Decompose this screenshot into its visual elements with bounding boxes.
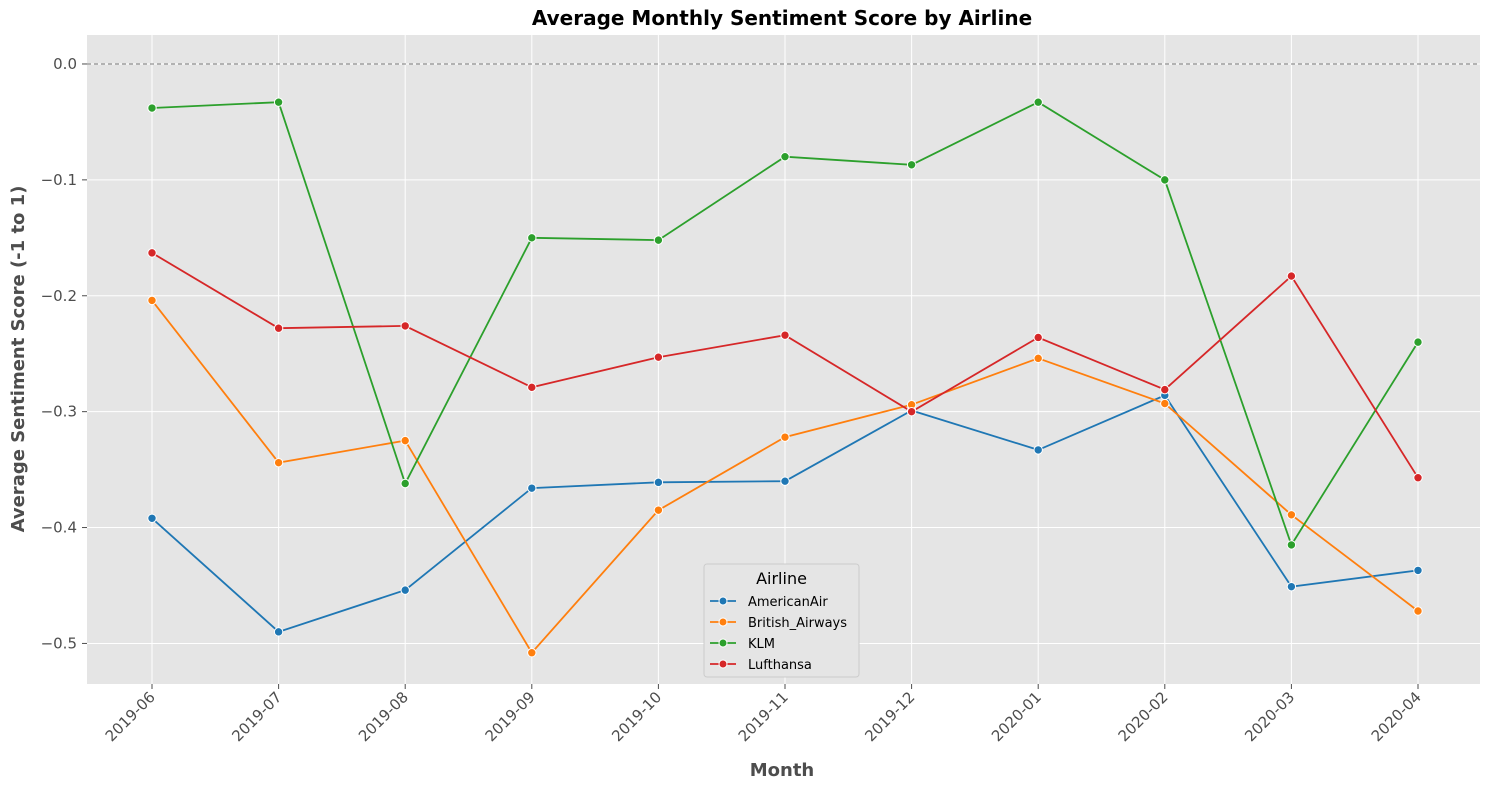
data-point-british-airways bbox=[527, 648, 537, 658]
data-point-americanair bbox=[400, 585, 410, 595]
data-point-british-airways bbox=[653, 505, 664, 515]
data-point-klm bbox=[400, 478, 410, 489]
data-point-british-airways bbox=[1160, 398, 1170, 409]
data-point-lufthansa bbox=[780, 330, 790, 340]
data-point-klm bbox=[147, 103, 157, 113]
data-point-british-airways bbox=[147, 295, 157, 306]
x-tick-label: 2019-08 bbox=[355, 688, 412, 745]
data-point-lufthansa bbox=[147, 248, 157, 258]
y-tick-label: −0.5 bbox=[41, 634, 77, 652]
x-axis-label: Month bbox=[750, 760, 815, 781]
data-point-klm bbox=[1033, 97, 1043, 107]
x-tick-label: 2020-02 bbox=[1115, 688, 1172, 745]
data-point-lufthansa bbox=[273, 323, 284, 333]
legend-swatch-marker bbox=[718, 638, 728, 648]
x-tick-label: 2019-09 bbox=[482, 688, 539, 745]
data-point-british-airways bbox=[1033, 353, 1043, 364]
data-point-british-airways bbox=[780, 432, 790, 442]
x-tick-label: 2019-07 bbox=[228, 688, 285, 745]
data-point-lufthansa bbox=[1286, 271, 1297, 281]
legend-swatch-marker bbox=[718, 617, 728, 627]
y-tick-label: 0.0 bbox=[53, 55, 77, 73]
data-point-americanair bbox=[147, 513, 157, 523]
data-point-klm bbox=[273, 97, 284, 107]
data-point-lufthansa bbox=[1033, 332, 1043, 343]
data-point-americanair bbox=[653, 477, 664, 488]
y-tick-label: −0.1 bbox=[41, 171, 77, 189]
legend-entry: AmericanAir bbox=[748, 595, 828, 610]
data-point-americanair bbox=[527, 483, 537, 493]
data-point-americanair bbox=[1286, 581, 1297, 592]
legend-swatch-marker bbox=[718, 596, 728, 606]
data-point-klm bbox=[527, 233, 537, 243]
x-tick-label: 2020-04 bbox=[1368, 688, 1425, 745]
chart-title: Average Monthly Sentiment Score by Airli… bbox=[532, 6, 1032, 30]
x-tick-label: 2019-10 bbox=[608, 688, 665, 745]
y-axis-ticks: 0.0 −0.1 −0.2 −0.3 −0.4 −0.5 bbox=[41, 55, 87, 652]
x-tick-label: 2019-11 bbox=[735, 688, 792, 745]
data-point-klm bbox=[1286, 540, 1297, 550]
y-tick-label: −0.3 bbox=[41, 403, 77, 421]
data-point-lufthansa bbox=[1160, 384, 1170, 395]
legend-swatch-marker bbox=[718, 659, 728, 669]
x-tick-label: 2019-06 bbox=[102, 688, 159, 745]
legend-title: Airline bbox=[756, 569, 807, 588]
legend-box bbox=[703, 563, 860, 678]
y-axis-label: Average Sentiment Score (-1 to 1) bbox=[8, 186, 29, 533]
data-point-klm bbox=[653, 235, 664, 245]
data-point-lufthansa bbox=[1413, 473, 1423, 483]
data-point-lufthansa bbox=[906, 406, 917, 417]
x-axis-ticks: 2019-06 2019-07 2019-08 2019-09 2019-10 2019-… bbox=[102, 684, 1425, 745]
legend: Airline AmericanAir British_Airways KLM Luft… bbox=[703, 563, 860, 678]
legend-entry: KLM bbox=[748, 637, 775, 652]
data-point-americanair bbox=[273, 627, 284, 637]
data-point-british-airways bbox=[400, 435, 410, 446]
data-point-british-airways bbox=[273, 457, 284, 468]
series-points bbox=[147, 97, 1423, 658]
data-point-americanair bbox=[1033, 445, 1043, 455]
y-tick-label: −0.4 bbox=[41, 519, 77, 537]
y-tick-label: −0.2 bbox=[41, 287, 77, 305]
data-point-americanair bbox=[1413, 565, 1423, 576]
data-point-lufthansa bbox=[653, 352, 664, 362]
data-point-klm bbox=[1160, 175, 1170, 185]
data-point-klm bbox=[1413, 337, 1423, 347]
x-tick-label: 2019-12 bbox=[861, 688, 918, 745]
data-point-lufthansa bbox=[527, 382, 537, 393]
data-point-klm bbox=[906, 160, 917, 170]
x-tick-label: 2020-03 bbox=[1241, 688, 1298, 745]
data-point-americanair bbox=[780, 476, 790, 486]
data-point-british-airways bbox=[1413, 606, 1423, 616]
legend-entry: British_Airways bbox=[748, 616, 847, 631]
data-point-klm bbox=[780, 151, 790, 162]
legend-entry: Lufthansa bbox=[748, 658, 812, 673]
data-point-lufthansa bbox=[400, 321, 410, 331]
x-tick-label: 2020-01 bbox=[988, 688, 1045, 745]
data-point-british-airways bbox=[1286, 510, 1297, 520]
